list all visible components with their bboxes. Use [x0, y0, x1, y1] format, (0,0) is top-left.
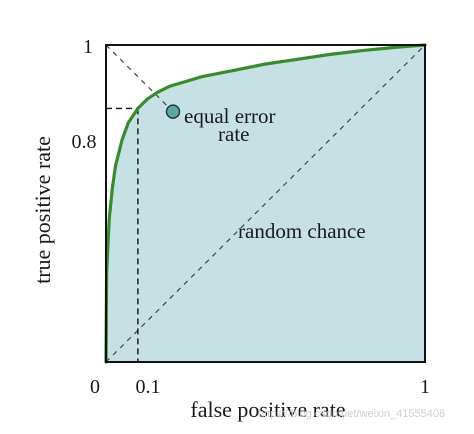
x-tick-label: 0: [90, 376, 100, 398]
watermark: https://blog.csdn.net/weixin_41555408: [258, 408, 446, 420]
x-tick-label: 1: [420, 376, 430, 398]
x-axis-label: false positive rate: [190, 397, 345, 422]
random-chance-label: random chance: [238, 219, 366, 243]
equal-error-rate-line: [105, 44, 174, 112]
y-tick-label: 1: [83, 36, 93, 58]
equal-error-rate-marker: [165, 104, 181, 119]
y-axis-label: true positive rate: [30, 136, 55, 284]
roc-curve: [104, 43, 427, 364]
equal-error-rate-label: equal error: [184, 104, 276, 128]
y-tick-label: 0.8: [72, 131, 97, 153]
plot-frame: [105, 44, 426, 363]
x-tick-label: 0.1: [136, 376, 161, 398]
equal-error-rate-label: rate: [218, 122, 249, 146]
random-chance-line: [105, 44, 426, 363]
